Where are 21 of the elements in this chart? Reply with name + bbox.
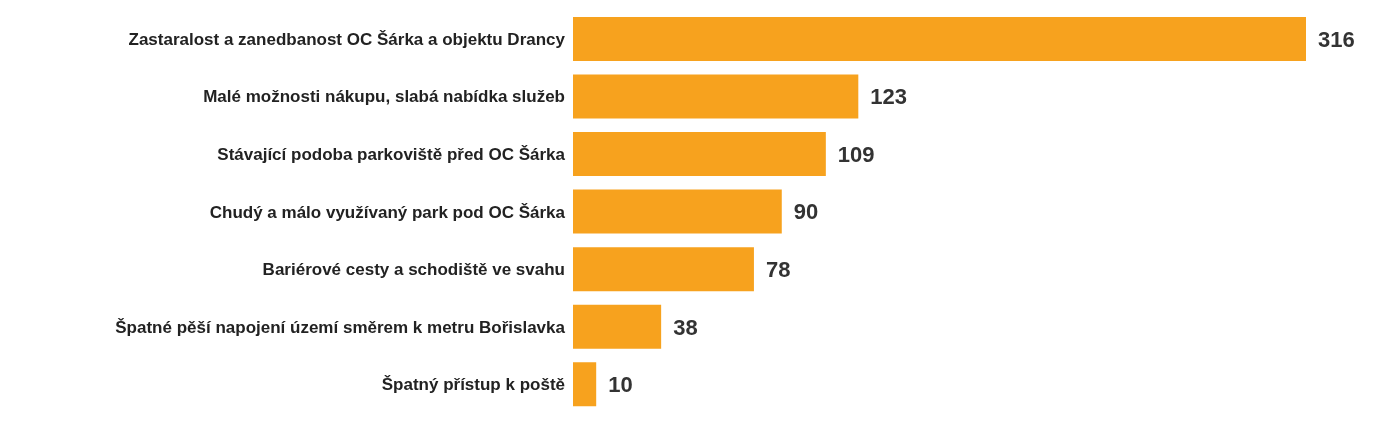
y-tick-label: Špatné pěší napojení území směrem k metru Bořislavka bbox=[115, 317, 566, 337]
data-label: 38 bbox=[673, 314, 698, 340]
data-label: 109 bbox=[837, 141, 875, 167]
bar bbox=[573, 16, 1306, 61]
y-tick-label: Bariérové cesty a schodiště ve svahu bbox=[262, 260, 565, 280]
y-tick-label: Špatný přístup k poště bbox=[381, 375, 565, 395]
bar bbox=[573, 132, 826, 177]
bar bbox=[573, 189, 782, 234]
y-tick-label: Malé možnosti nákupu, slabá nabídka služeb bbox=[203, 87, 565, 107]
data-label: 78 bbox=[765, 257, 791, 282]
bar bbox=[573, 304, 662, 349]
y-tick-label: Chudý a málo využívaný park pod OC Šárka bbox=[209, 202, 566, 222]
bar bbox=[573, 362, 597, 407]
data-label: 123 bbox=[870, 84, 908, 110]
data-label: 10 bbox=[608, 372, 633, 398]
bar bbox=[573, 74, 859, 119]
bar bbox=[573, 247, 754, 292]
y-tick-label: Stávající podoba parkoviště před OC Šárka bbox=[217, 144, 566, 164]
data-label: 316 bbox=[1318, 26, 1355, 52]
data-label: 90 bbox=[793, 199, 819, 225]
y-tick-label: Zastaralost a zanedbanost OC Šárka a objektu Drancy bbox=[128, 29, 566, 49]
